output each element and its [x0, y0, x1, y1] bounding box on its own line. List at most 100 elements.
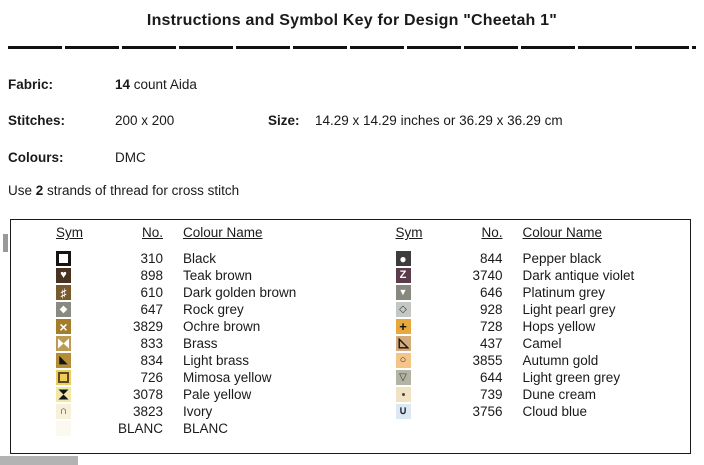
colour-number: 3855 [472, 353, 503, 368]
cross-x-icon: × [56, 319, 71, 334]
colour-number: 834 [140, 353, 163, 368]
key-row: +728 Hops yellow [351, 318, 691, 335]
header-sym: Sym [56, 225, 83, 240]
strand-count: 2 [35, 183, 44, 198]
colour-number: 728 [479, 319, 503, 334]
key-row: ○ 3855 Autumn gold [351, 352, 691, 369]
letter-z-icon: Z [395, 268, 411, 283]
colour-number: 3740 [472, 268, 503, 283]
heart-icon: ♥ [56, 268, 71, 283]
colour-number: 3078 [132, 387, 163, 402]
colours-value: DMC [115, 150, 146, 165]
header-no: No. [141, 225, 163, 240]
key-row: Z 3740 Dark antique violet [351, 267, 691, 284]
filled-down-triangle-icon: ▼ [395, 285, 411, 300]
blank-swatch [56, 421, 71, 436]
colour-number: 310 [140, 251, 163, 266]
colour-name: Black [183, 251, 217, 266]
title-rule [8, 46, 696, 49]
colour-number: 898 [140, 268, 163, 283]
union-u-icon: ∪ [395, 404, 411, 419]
key-row: ∩ 3823 Ivory [11, 403, 351, 420]
key-row: ▽ 644 Light green grey [351, 369, 691, 386]
key-row: ◇ 928 Light pearl grey [351, 301, 691, 318]
key-column-left: Sym No. Colour Name 310 Black ♥ 898 Teak bro… [11, 220, 351, 453]
colour-name: Brass [183, 336, 218, 351]
key-row: ◆ 647 Rock grey [11, 301, 351, 318]
key-rows-right: ● 844 Pepper black Z 3740 Dark antique violet… [351, 250, 691, 420]
colour-number: 833 [140, 336, 163, 351]
colour-name: Autumn gold [522, 353, 599, 368]
header-colour-name: Colour Name [522, 225, 603, 240]
key-row: ◣ 834 Light brass [11, 352, 351, 369]
bowtie-icon [56, 336, 71, 351]
filled-corner-triangle-icon: ◣ [56, 353, 71, 368]
stitches-label: Stitches: [8, 113, 66, 128]
colour-number: 644 [479, 370, 503, 385]
key-row: ● 844 Pepper black [351, 250, 691, 267]
filled-circle-icon: ● [395, 251, 411, 266]
key-rows-left: 310 Black ♥ 898 Teak brown ♯ 610 Dark golden br… [11, 250, 351, 437]
colour-number: 646 [479, 285, 503, 300]
sharp-sign-icon: ♯ [56, 285, 71, 300]
colour-number: 726 [140, 370, 163, 385]
open-diamond-icon: ◇ [395, 302, 411, 317]
key-row: ∪ 3756 Cloud blue [351, 403, 691, 420]
colour-name: Ivory [183, 404, 213, 419]
fabric-value: 14 count Aida [115, 77, 197, 92]
colour-name: Pepper black [522, 251, 602, 266]
arch-cap-icon: ∩ [56, 404, 71, 419]
colour-number: 739 [479, 387, 503, 402]
key-row: × 3829 Ochre brown [11, 318, 351, 335]
key-row: ▼ 646 Platinum grey [351, 284, 691, 301]
colour-name: BLANC [183, 421, 229, 436]
key-row: 310 Black [11, 250, 351, 267]
fabric-label: Fabric: [8, 77, 54, 92]
open-down-triangle-icon: ▽ [395, 370, 411, 385]
colour-name: Dark golden brown [183, 285, 297, 300]
header-colour-name: Colour Name [183, 225, 263, 240]
colour-name: Rock grey [183, 302, 244, 317]
filled-diamond-icon: ◆ [56, 302, 71, 317]
key-row: 739 Dune cream [351, 386, 691, 403]
colour-name: Light green grey [522, 370, 621, 385]
colour-name: Platinum grey [522, 285, 606, 300]
colour-number: BLANC [117, 421, 163, 436]
key-row: ♥ 898 Teak brown [11, 267, 351, 284]
colour-number: 3756 [472, 404, 503, 419]
size-value: 14.29 x 14.29 inches or 36.29 x 36.29 cm [315, 113, 563, 128]
plus-icon: + [395, 319, 411, 334]
key-row: 726 Mimosa yellow [11, 369, 351, 386]
colour-name: Camel [522, 336, 562, 351]
outline-square-icon [56, 370, 71, 385]
header-no: No. [481, 225, 503, 240]
colour-number: 647 [140, 302, 163, 317]
symbol-key-table: Sym No. Colour Name 310 Black ♥ 898 Teak bro… [10, 219, 691, 454]
strands-note: Use 2 strands of thread for cross stitch [8, 183, 240, 198]
key-row: ♯ 610 Dark golden brown [11, 284, 351, 301]
page-edge-mark [3, 234, 8, 252]
colour-name: Light brass [183, 353, 250, 368]
outline-corner-triangle-icon [395, 336, 411, 351]
key-row: BLANC BLANC [11, 420, 351, 437]
key-header: Sym No. Colour Name [351, 225, 691, 240]
colour-name: Hops yellow [522, 319, 596, 334]
colour-name: Dark antique violet [522, 268, 635, 283]
stitches-value: 200 x 200 [115, 113, 175, 128]
bottom-page-artifact [0, 456, 78, 465]
key-header: Sym No. Colour Name [11, 225, 351, 240]
colours-label: Colours: [8, 150, 64, 165]
key-row: 833 Brass [11, 335, 351, 352]
key-row: 3078 Pale yellow [11, 386, 351, 403]
colour-number: 844 [479, 251, 503, 266]
page-title: Instructions and Symbol Key for Design "… [146, 12, 558, 29]
colour-name: Mimosa yellow [183, 370, 272, 385]
colour-number: 928 [479, 302, 503, 317]
colour-name: Pale yellow [183, 387, 252, 402]
colour-name: Dune cream [522, 387, 597, 402]
key-row: 437 Camel [351, 335, 691, 352]
colour-name: Light pearl grey [522, 302, 616, 317]
size-label: Size: [268, 113, 300, 128]
colour-name: Teak brown [183, 268, 253, 283]
